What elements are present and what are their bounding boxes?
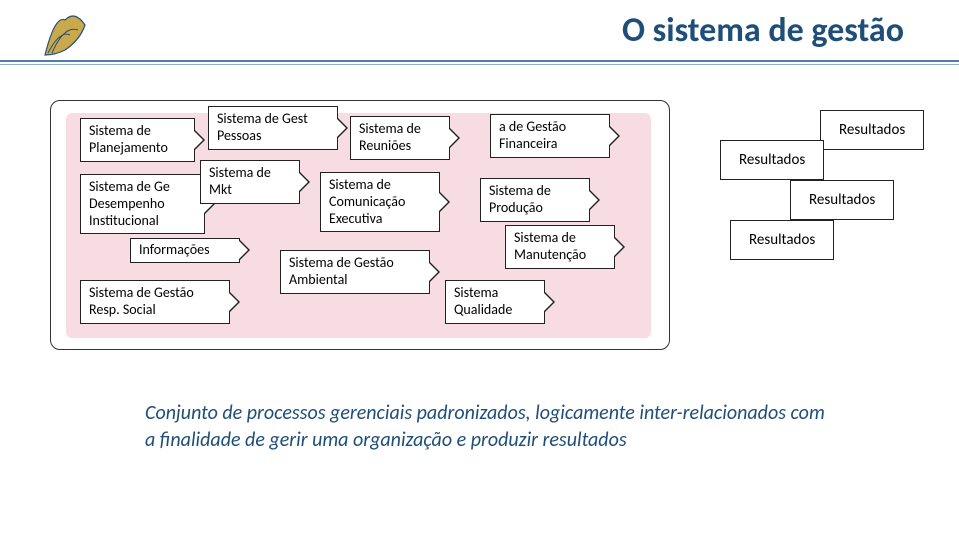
box-label: Sistema de	[329, 176, 391, 193]
box-label: Manutenção	[514, 246, 586, 263]
box-gest-pessoas: Sistema de Gest Pessoas	[208, 106, 338, 150]
result-label: Resultados	[809, 191, 875, 209]
caption-text: Conjunto de processos gerenciais padroni…	[145, 400, 825, 454]
box-label: Institucional	[89, 212, 159, 229]
box-label: Ambiental	[289, 271, 347, 288]
box-label: Pessoas	[217, 127, 261, 144]
box-gest-amb: Sistema de Gestão Ambiental	[280, 250, 430, 294]
box-label: Sistema de Gest	[217, 110, 308, 127]
result-label: Resultados	[739, 151, 805, 169]
box-label: Sistema de	[359, 120, 421, 137]
result-box: Resultados	[790, 180, 894, 220]
page-title: O sistema de gestão	[0, 10, 929, 51]
box-label: Executiva	[329, 210, 382, 227]
box-label: Planejamento	[89, 139, 168, 156]
box-label: Resp. Social	[89, 301, 156, 318]
box-label: Sistema de	[209, 164, 271, 181]
box-producao: Sistema de Produção	[480, 178, 590, 222]
systems-diagram: Sistema de Planejamento Sistema de Gest …	[50, 100, 920, 360]
box-label: Comunicação	[329, 193, 405, 210]
box-label: Produção	[489, 199, 543, 216]
result-label: Resultados	[839, 121, 905, 139]
box-planejamento: Sistema de Planejamento	[80, 118, 195, 162]
box-label: Informações	[139, 241, 210, 258]
result-box: Resultados	[730, 220, 834, 260]
box-ge-desemp: Sistema de Ge Desempenho Institucional	[80, 174, 205, 234]
box-label: Mkt	[209, 181, 232, 198]
box-label: Sistema de	[489, 182, 551, 199]
header-rule	[0, 60, 959, 62]
box-comunic: Sistema de Comunicação Executiva	[320, 172, 440, 232]
box-label: Sistema de	[89, 122, 151, 139]
result-box: Resultados	[820, 110, 924, 150]
logo-icon	[40, 5, 90, 60]
box-qualidade: Sistema Qualidade	[445, 280, 545, 324]
box-resp-social: Sistema de Gestão Resp. Social	[80, 280, 230, 324]
box-reunioes: Sistema de Reuniões	[350, 116, 450, 160]
box-label: Qualidade	[454, 301, 512, 318]
box-mkt: Sistema de Mkt	[200, 160, 300, 204]
box-gest-fin: a de Gestão Financeira	[490, 114, 610, 158]
box-label: Sistema de Gestão	[89, 284, 194, 301]
box-label: Sistema	[454, 284, 498, 301]
box-label: Sistema de Ge	[89, 178, 170, 195]
box-manut: Sistema de Manutenção	[505, 225, 615, 269]
box-label: Reuniões	[359, 137, 411, 154]
result-box: Resultados	[720, 140, 824, 180]
box-label: a de Gestão	[499, 118, 566, 135]
box-label: Sistema de Gestão	[289, 254, 394, 271]
box-label: Financeira	[499, 135, 557, 152]
result-label: Resultados	[749, 231, 815, 249]
box-label: Sistema de	[514, 229, 576, 246]
header-rule-thin	[0, 64, 959, 65]
box-informacoes: Informações	[130, 238, 240, 263]
box-label: Desempenho	[89, 195, 165, 212]
